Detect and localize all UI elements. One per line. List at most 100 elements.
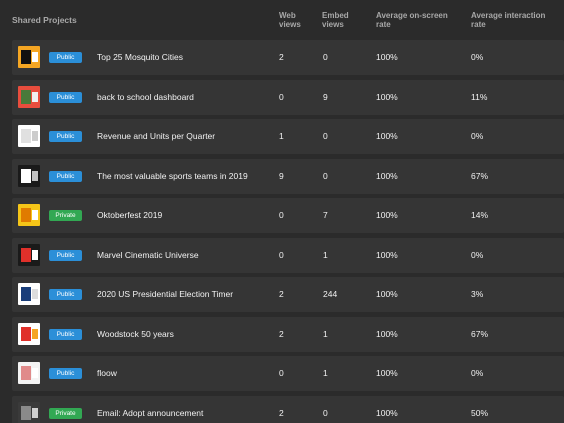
column-header-web-views[interactable]: Web views [279, 11, 301, 29]
project-row[interactable]: Public floow 0 1 100% 0% [12, 356, 564, 391]
interaction-rate-value: 14% [471, 210, 489, 220]
embed-views-value: 1 [323, 368, 328, 378]
project-row[interactable]: Public back to school dashboard 0 9 100% 11% [12, 79, 564, 115]
thumbnail-graphic [32, 249, 38, 260]
embed-views-value: 0 [323, 170, 328, 181]
project-name[interactable]: The most valuable sports teams in 2019 [97, 170, 248, 181]
embed-views-value: 1 [323, 249, 328, 260]
onscreen-rate-value: 100% [376, 368, 398, 378]
interaction-rate-value: 0% [471, 131, 484, 141]
interaction-rate-value: 67% [471, 328, 489, 339]
onscreen-rate-value: 100% [376, 170, 398, 181]
embed-views-value: 1 [323, 328, 328, 339]
column-header-average-interaction-rate[interactable]: Average interaction rate [471, 11, 546, 29]
project-thumbnail[interactable] [18, 204, 40, 226]
onscreen-rate-value: 100% [376, 91, 398, 102]
project-name[interactable]: Oktoberfest 2019 [97, 210, 163, 220]
web-views-value: 2 [279, 407, 284, 418]
web-views-value: 0 [279, 249, 284, 260]
project-thumbnail[interactable] [18, 46, 40, 68]
web-views-value: 0 [279, 91, 284, 102]
project-name[interactable]: Woodstock 50 years [97, 328, 174, 339]
web-views-value: 9 [279, 170, 284, 181]
onscreen-rate-value: 100% [376, 131, 398, 141]
project-row[interactable]: Private Email: Adopt announcement 2 0 100% 50… [12, 395, 564, 423]
thumbnail-graphic [21, 366, 31, 380]
project-row[interactable]: Public Top 25 Mosquito Cities 2 0 100% 0% [12, 40, 564, 75]
web-views-value: 2 [279, 52, 284, 62]
project-name[interactable]: back to school dashboard [97, 91, 194, 102]
interaction-rate-value: 3% [471, 289, 484, 299]
table-header: Shared Projects Web views Embed views Av… [0, 0, 564, 40]
thumbnail-graphic [32, 368, 38, 378]
onscreen-rate-value: 100% [376, 210, 398, 220]
visibility-badge[interactable]: Public [49, 289, 82, 300]
web-views-value: 0 [279, 368, 284, 378]
column-header-embed-views[interactable]: Embed views [322, 11, 349, 29]
thumbnail-graphic [32, 52, 38, 62]
column-header-average-onscreen-rate[interactable]: Average on-screen rate [376, 11, 448, 29]
visibility-badge[interactable]: Private [49, 210, 82, 221]
interaction-rate-value: 0% [471, 249, 484, 260]
section-title: Shared Projects [12, 15, 77, 25]
project-row[interactable]: Public The most valuable sports teams in … [12, 158, 564, 194]
web-views-value: 0 [279, 210, 284, 220]
project-thumbnail[interactable] [18, 125, 40, 147]
interaction-rate-value: 50% [471, 407, 489, 418]
visibility-badge[interactable]: Public [49, 91, 82, 103]
interaction-rate-value: 11% [471, 91, 488, 102]
thumbnail-graphic [21, 247, 31, 262]
project-row[interactable]: Public Marvel Cinematic Universe 0 1 100% 0% [12, 237, 564, 273]
project-row[interactable]: Public Woodstock 50 years 2 1 100% 67% [12, 316, 564, 352]
project-thumbnail[interactable] [18, 322, 40, 345]
project-row[interactable]: Private Oktoberfest 2019 0 7 100% 14% [12, 198, 564, 233]
project-list: Public Top 25 Mosquito Cities 2 0 100% 0% Publ… [0, 40, 564, 423]
interaction-rate-value: 0% [471, 52, 484, 62]
project-name[interactable]: 2020 US Presidential Election Timer [97, 289, 234, 299]
project-row[interactable]: Public 2020 US Presidential Election Time… [12, 277, 564, 312]
project-name[interactable]: floow [97, 368, 117, 378]
project-thumbnail[interactable] [18, 85, 40, 108]
thumbnail-graphic [21, 129, 31, 143]
embed-views-value: 0 [323, 131, 328, 141]
thumbnail-graphic [32, 289, 38, 299]
project-name[interactable]: Revenue and Units per Quarter [97, 131, 216, 141]
thumbnail-graphic [32, 91, 38, 102]
interaction-rate-value: 67% [471, 170, 489, 181]
visibility-badge[interactable]: Public [49, 170, 82, 182]
interaction-rate-value: 0% [471, 368, 484, 378]
embed-views-value: 0 [323, 407, 328, 418]
project-thumbnail[interactable] [18, 283, 40, 305]
project-row[interactable]: Public Revenue and Units per Quarter 1 0 100… [12, 119, 564, 154]
thumbnail-graphic [32, 210, 38, 220]
thumbnail-graphic [32, 407, 38, 418]
project-name[interactable]: Top 25 Mosquito Cities [97, 52, 183, 62]
visibility-badge[interactable]: Public [49, 131, 82, 142]
visibility-badge[interactable]: Public [49, 52, 82, 63]
thumbnail-graphic [21, 168, 31, 183]
visibility-badge[interactable]: Public [49, 368, 82, 379]
embed-views-value: 244 [323, 289, 338, 299]
thumbnail-graphic [21, 50, 31, 64]
project-thumbnail[interactable] [18, 164, 40, 187]
thumbnail-graphic [21, 89, 31, 104]
project-thumbnail[interactable] [18, 362, 40, 384]
project-name[interactable]: Marvel Cinematic Universe [97, 249, 199, 260]
visibility-badge[interactable]: Public [49, 328, 82, 340]
embed-views-value: 0 [323, 52, 328, 62]
project-thumbnail[interactable] [18, 401, 40, 423]
visibility-badge[interactable]: Public [49, 249, 82, 261]
onscreen-rate-value: 100% [376, 289, 398, 299]
onscreen-rate-value: 100% [376, 328, 398, 339]
web-views-value: 2 [279, 289, 284, 299]
thumbnail-graphic [21, 287, 31, 301]
thumbnail-graphic [21, 326, 31, 341]
embed-views-value: 7 [323, 210, 328, 220]
web-views-value: 2 [279, 328, 284, 339]
project-name[interactable]: Email: Adopt announcement [97, 407, 204, 418]
thumbnail-graphic [21, 208, 31, 222]
visibility-badge[interactable]: Private [49, 407, 82, 419]
project-thumbnail[interactable] [18, 243, 40, 266]
onscreen-rate-value: 100% [376, 407, 398, 418]
